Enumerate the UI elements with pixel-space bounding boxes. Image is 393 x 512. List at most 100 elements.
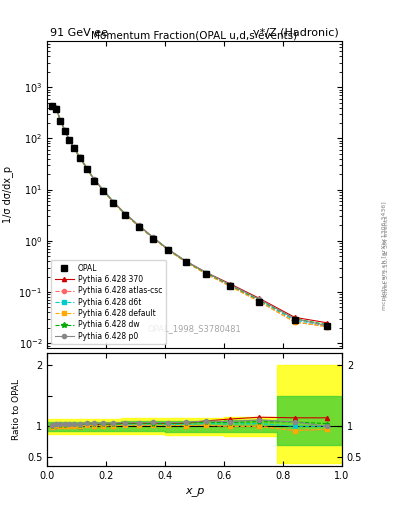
Pythia 6.428 default [58, 118, 63, 124]
Line: Pythia 6.428 dw: Pythia 6.428 dw [50, 104, 329, 327]
Pythia 6.428 dw [123, 211, 128, 217]
Pythia 6.428 dw [151, 234, 156, 241]
Line: Pythia 6.428 atlas-csc: Pythia 6.428 atlas-csc [50, 104, 329, 329]
Pythia 6.428 p0 [151, 234, 156, 240]
Pythia 6.428 p0 [204, 269, 209, 275]
Legend: OPAL, Pythia 6.428 370, Pythia 6.428 atlas-csc, Pythia 6.428 d6t, Pythia 6.428 d: OPAL, Pythia 6.428 370, Pythia 6.428 atl… [51, 260, 166, 345]
Pythia 6.428 p0 [101, 186, 105, 193]
Pythia 6.428 370 [204, 269, 209, 275]
Pythia 6.428 atlas-csc [53, 105, 59, 112]
Pythia 6.428 default [101, 187, 105, 194]
Pythia 6.428 d6t [92, 177, 97, 183]
Pythia 6.428 dw [67, 137, 72, 143]
Pythia 6.428 370 [123, 211, 128, 217]
Pythia 6.428 dw [204, 270, 209, 276]
Pythia 6.428 p0 [92, 176, 97, 182]
Pythia 6.428 d6t [101, 187, 105, 194]
Pythia 6.428 d6t [183, 259, 188, 265]
Pythia 6.428 p0 [257, 296, 262, 303]
Pythia 6.428 p0 [53, 105, 59, 111]
Pythia 6.428 default [72, 145, 76, 151]
Pythia 6.428 370 [166, 246, 171, 252]
Pythia 6.428 default [123, 211, 128, 218]
Pythia 6.428 d6t [228, 282, 232, 288]
Pythia 6.428 370 [77, 154, 82, 160]
Pythia 6.428 atlas-csc [204, 271, 209, 277]
Pythia 6.428 d6t [123, 211, 128, 217]
Pythia 6.428 default [84, 166, 89, 172]
Pythia 6.428 p0 [50, 102, 55, 109]
Pythia 6.428 dw [50, 103, 55, 109]
Pythia 6.428 d6t [292, 317, 297, 324]
Pythia 6.428 dw [257, 297, 262, 303]
Pythia 6.428 default [50, 103, 55, 109]
Pythia 6.428 p0 [67, 137, 72, 143]
Pythia 6.428 d6t [257, 297, 262, 304]
Pythia 6.428 d6t [204, 270, 209, 276]
X-axis label: x_p: x_p [185, 486, 204, 496]
Pythia 6.428 dw [166, 246, 171, 252]
Line: Pythia 6.428 d6t: Pythia 6.428 d6t [50, 104, 329, 328]
Line: Pythia 6.428 370: Pythia 6.428 370 [50, 104, 329, 325]
Pythia 6.428 p0 [228, 282, 232, 288]
Pythia 6.428 atlas-csc [67, 137, 72, 143]
Text: γ*/Z (Hadronic): γ*/Z (Hadronic) [253, 28, 339, 38]
Pythia 6.428 atlas-csc [111, 200, 116, 206]
Text: OPAL_1998_S3780481: OPAL_1998_S3780481 [148, 324, 241, 333]
Pythia 6.428 d6t [53, 105, 59, 111]
Title: Momentum Fraction(OPAL u,d,s events): Momentum Fraction(OPAL u,d,s events) [92, 30, 298, 40]
Pythia 6.428 370 [325, 320, 330, 326]
Pythia 6.428 370 [228, 281, 232, 287]
Pythia 6.428 p0 [183, 258, 188, 264]
Pythia 6.428 default [77, 154, 82, 160]
Pythia 6.428 370 [72, 144, 76, 151]
Pythia 6.428 d6t [166, 247, 171, 253]
Pythia 6.428 default [92, 177, 97, 183]
Pythia 6.428 atlas-csc [72, 145, 76, 151]
Pythia 6.428 atlas-csc [136, 223, 141, 229]
Line: Pythia 6.428 default: Pythia 6.428 default [50, 104, 329, 329]
Pythia 6.428 atlas-csc [123, 211, 128, 218]
Pythia 6.428 atlas-csc [151, 235, 156, 241]
Pythia 6.428 d6t [325, 323, 330, 329]
Pythia 6.428 atlas-csc [325, 324, 330, 330]
Pythia 6.428 dw [228, 282, 232, 288]
Pythia 6.428 default [166, 247, 171, 253]
Pythia 6.428 atlas-csc [58, 118, 63, 124]
Pythia 6.428 d6t [111, 199, 116, 205]
Y-axis label: Ratio to OPAL: Ratio to OPAL [12, 379, 21, 440]
Pythia 6.428 p0 [111, 199, 116, 205]
Pythia 6.428 dw [62, 127, 67, 133]
Pythia 6.428 dw [101, 187, 105, 193]
Pythia 6.428 dw [136, 222, 141, 228]
Pythia 6.428 p0 [166, 246, 171, 252]
Pythia 6.428 dw [92, 177, 97, 183]
Pythia 6.428 p0 [84, 165, 89, 171]
Pythia 6.428 atlas-csc [62, 127, 67, 134]
Pythia 6.428 d6t [136, 223, 141, 229]
Pythia 6.428 370 [62, 127, 67, 134]
Pythia 6.428 370 [58, 117, 63, 123]
Pythia 6.428 dw [58, 117, 63, 123]
Text: 91 GeV ee: 91 GeV ee [50, 28, 108, 38]
Pythia 6.428 dw [84, 165, 89, 171]
Pythia 6.428 default [183, 259, 188, 265]
Pythia 6.428 370 [111, 199, 116, 205]
Pythia 6.428 default [136, 223, 141, 229]
Pythia 6.428 atlas-csc [166, 247, 171, 253]
Pythia 6.428 370 [151, 234, 156, 241]
Pythia 6.428 default [257, 298, 262, 305]
Pythia 6.428 370 [257, 295, 262, 302]
Pythia 6.428 atlas-csc [84, 166, 89, 172]
Pythia 6.428 p0 [292, 316, 297, 322]
Pythia 6.428 default [228, 283, 232, 289]
Pythia 6.428 d6t [77, 154, 82, 160]
Pythia 6.428 p0 [123, 210, 128, 217]
Pythia 6.428 370 [292, 314, 297, 321]
Pythia 6.428 dw [292, 316, 297, 322]
Pythia 6.428 atlas-csc [292, 319, 297, 325]
Pythia 6.428 atlas-csc [77, 154, 82, 160]
Pythia 6.428 d6t [58, 117, 63, 123]
Pythia 6.428 370 [136, 222, 141, 228]
Pythia 6.428 p0 [136, 222, 141, 228]
